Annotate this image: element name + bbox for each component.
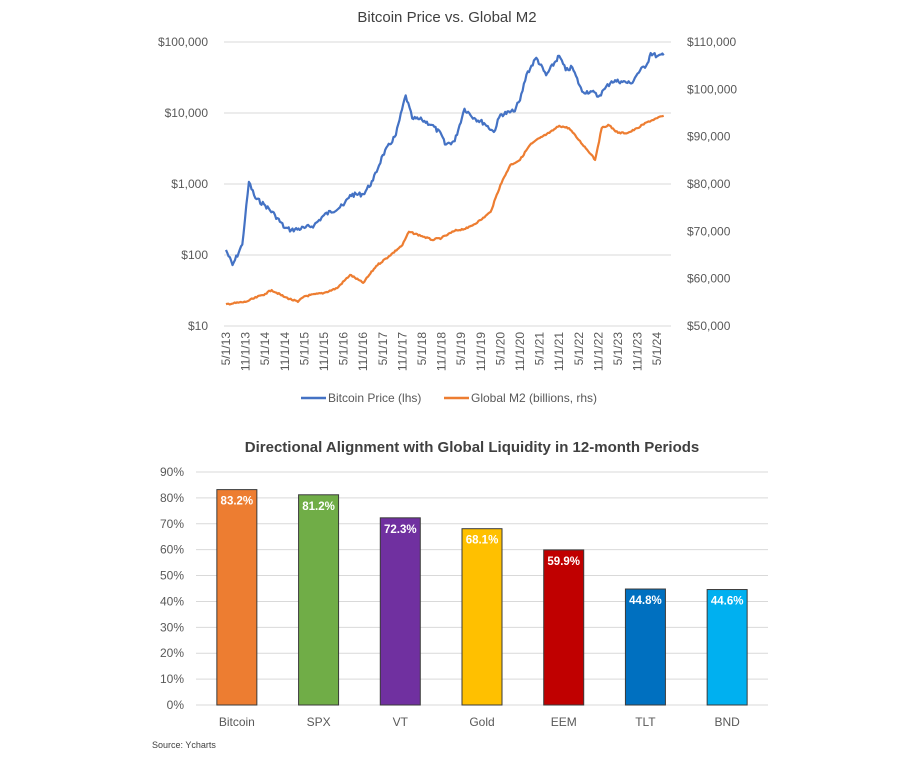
right-axis-tick-label: $70,000 xyxy=(687,224,731,238)
bar-y-tick-label: 80% xyxy=(160,491,184,505)
line-chart-title: Bitcoin Price vs. Global M2 xyxy=(357,9,536,26)
bar-chart-title: Directional Alignment with Global Liquid… xyxy=(245,439,699,456)
bar-data-label: 44.6% xyxy=(711,596,744,608)
x-axis-tick-label: 11/1/13 xyxy=(239,332,253,371)
bar-y-tick-label: 10% xyxy=(160,672,184,686)
x-axis-tick-label: 11/1/17 xyxy=(395,332,409,371)
bar-data-label: 44.8% xyxy=(629,595,662,607)
bar-y-tick-label: 90% xyxy=(160,465,184,479)
bar-category-label: Gold xyxy=(469,715,494,729)
legend-label-m2: Global M2 (billions, rhs) xyxy=(471,391,597,405)
x-axis-tick-label: 11/1/14 xyxy=(278,332,292,371)
right-axis-tick-label: $50,000 xyxy=(687,319,731,333)
right-axis-tick-label: $80,000 xyxy=(687,177,731,191)
line-series-group xyxy=(224,51,665,306)
left-axis-tick-label: $100 xyxy=(181,248,208,262)
left-axis-tick-label: $10 xyxy=(188,319,208,333)
bar-eem xyxy=(543,549,585,706)
x-axis-tick-label: 11/1/22 xyxy=(591,332,605,371)
x-axis-tick-label: 5/1/18 xyxy=(415,332,429,366)
bar-category-label: TLT xyxy=(635,715,656,729)
x-axis-tick-label: 11/1/21 xyxy=(552,332,566,371)
bar-category-label: BND xyxy=(714,715,740,729)
left-axis-tick-label: $100,000 xyxy=(158,35,208,49)
x-axis-tick-label: 11/1/23 xyxy=(631,332,645,371)
x-axis-tick-label: 5/1/15 xyxy=(297,332,311,366)
bar-vt xyxy=(379,517,421,706)
bar-data-label: 68.1% xyxy=(466,535,499,547)
bar-category-label: EEM xyxy=(551,715,577,729)
line-chart-legend: Bitcoin Price (lhs) Global M2 (billions,… xyxy=(301,391,597,405)
bar-y-tick-label: 60% xyxy=(160,543,184,557)
bar-y-tick-label: 40% xyxy=(160,594,184,608)
x-axis-tick-label: 5/1/14 xyxy=(258,332,272,366)
bar-y-tick-label: 50% xyxy=(160,569,184,583)
line-chart-gridlines xyxy=(224,41,671,327)
bar-category-label: SPX xyxy=(307,715,331,729)
bar-data-label: 81.2% xyxy=(302,501,335,513)
bar-gold xyxy=(461,528,503,706)
bar-y-axis-ticks: 90% 80% 70% 60% 50% 40% 30% 20% 10% 0% xyxy=(160,465,184,712)
bar-tlt xyxy=(624,588,666,706)
x-axis-tick-label: 5/1/20 xyxy=(493,332,507,366)
bar-y-tick-label: 70% xyxy=(160,517,184,531)
bar-bitcoin xyxy=(216,489,258,706)
source-note: Source: Ycharts xyxy=(152,740,216,750)
bar-y-tick-label: 20% xyxy=(160,646,184,660)
legend-label-bitcoin: Bitcoin Price (lhs) xyxy=(328,391,421,405)
bar-x-axis-ticks: Bitcoin SPX VT Gold EEM TLT BND xyxy=(219,715,740,729)
right-axis-tick-label: $100,000 xyxy=(687,82,737,96)
left-axis-tick-label: $1,000 xyxy=(171,177,208,191)
right-axis-tick-label: $90,000 xyxy=(687,130,731,144)
x-axis-tick-label: 11/1/20 xyxy=(513,332,527,371)
x-axis-tick-label: 5/1/21 xyxy=(533,332,547,366)
x-axis-tick-label: 5/1/13 xyxy=(219,332,233,366)
x-axis-tick-label: 11/1/16 xyxy=(356,332,370,371)
x-axis-ticks: 5/1/13 11/1/13 5/1/14 11/1/14 5/1/15 11/1/15 5… xyxy=(219,332,664,371)
x-axis-tick-label: 11/1/15 xyxy=(317,332,331,371)
x-axis-tick-label: 5/1/19 xyxy=(454,332,468,366)
bar-y-tick-label: 0% xyxy=(167,698,185,712)
x-axis-tick-label: 5/1/22 xyxy=(572,332,586,366)
bar-chart: Directional Alignment with Global Liquid… xyxy=(160,439,768,729)
bitcoin-price-line xyxy=(224,51,665,267)
bars-group: 83.2% 81.2% 72.3% 68.1% 59.9% 44.8% 44.6% xyxy=(216,489,748,706)
left-axis-tick-label: $10,000 xyxy=(165,106,209,120)
bar-spx xyxy=(298,494,340,706)
x-axis-tick-label: 5/1/24 xyxy=(650,332,664,366)
bar-data-label: 83.2% xyxy=(221,496,254,508)
x-axis-tick-label: 11/1/19 xyxy=(474,332,488,371)
global-m2-line xyxy=(225,114,665,306)
right-axis-ticks: $110,000 $100,000 $90,000 $80,000 $70,000 $60… xyxy=(687,35,737,333)
bar-category-label: VT xyxy=(393,715,409,729)
bar-category-label: Bitcoin xyxy=(219,715,255,729)
bar-data-label: 59.9% xyxy=(547,556,580,568)
x-axis-tick-label: 5/1/16 xyxy=(337,332,351,366)
bar-y-tick-label: 30% xyxy=(160,620,184,634)
x-axis-tick-label: 11/1/18 xyxy=(435,332,449,371)
left-axis-ticks: $100,000 $10,000 $1,000 $100 $10 xyxy=(158,35,208,333)
bar-data-label: 72.3% xyxy=(384,524,417,536)
right-axis-tick-label: $60,000 xyxy=(687,272,731,286)
bar-bnd xyxy=(706,589,748,706)
line-chart: Bitcoin Price vs. Global M2 $100,000 $10,… xyxy=(158,9,737,405)
right-axis-tick-label: $110,000 xyxy=(687,35,736,49)
x-axis-tick-label: 5/1/17 xyxy=(376,332,390,366)
x-axis-tick-label: 5/1/23 xyxy=(611,332,625,366)
